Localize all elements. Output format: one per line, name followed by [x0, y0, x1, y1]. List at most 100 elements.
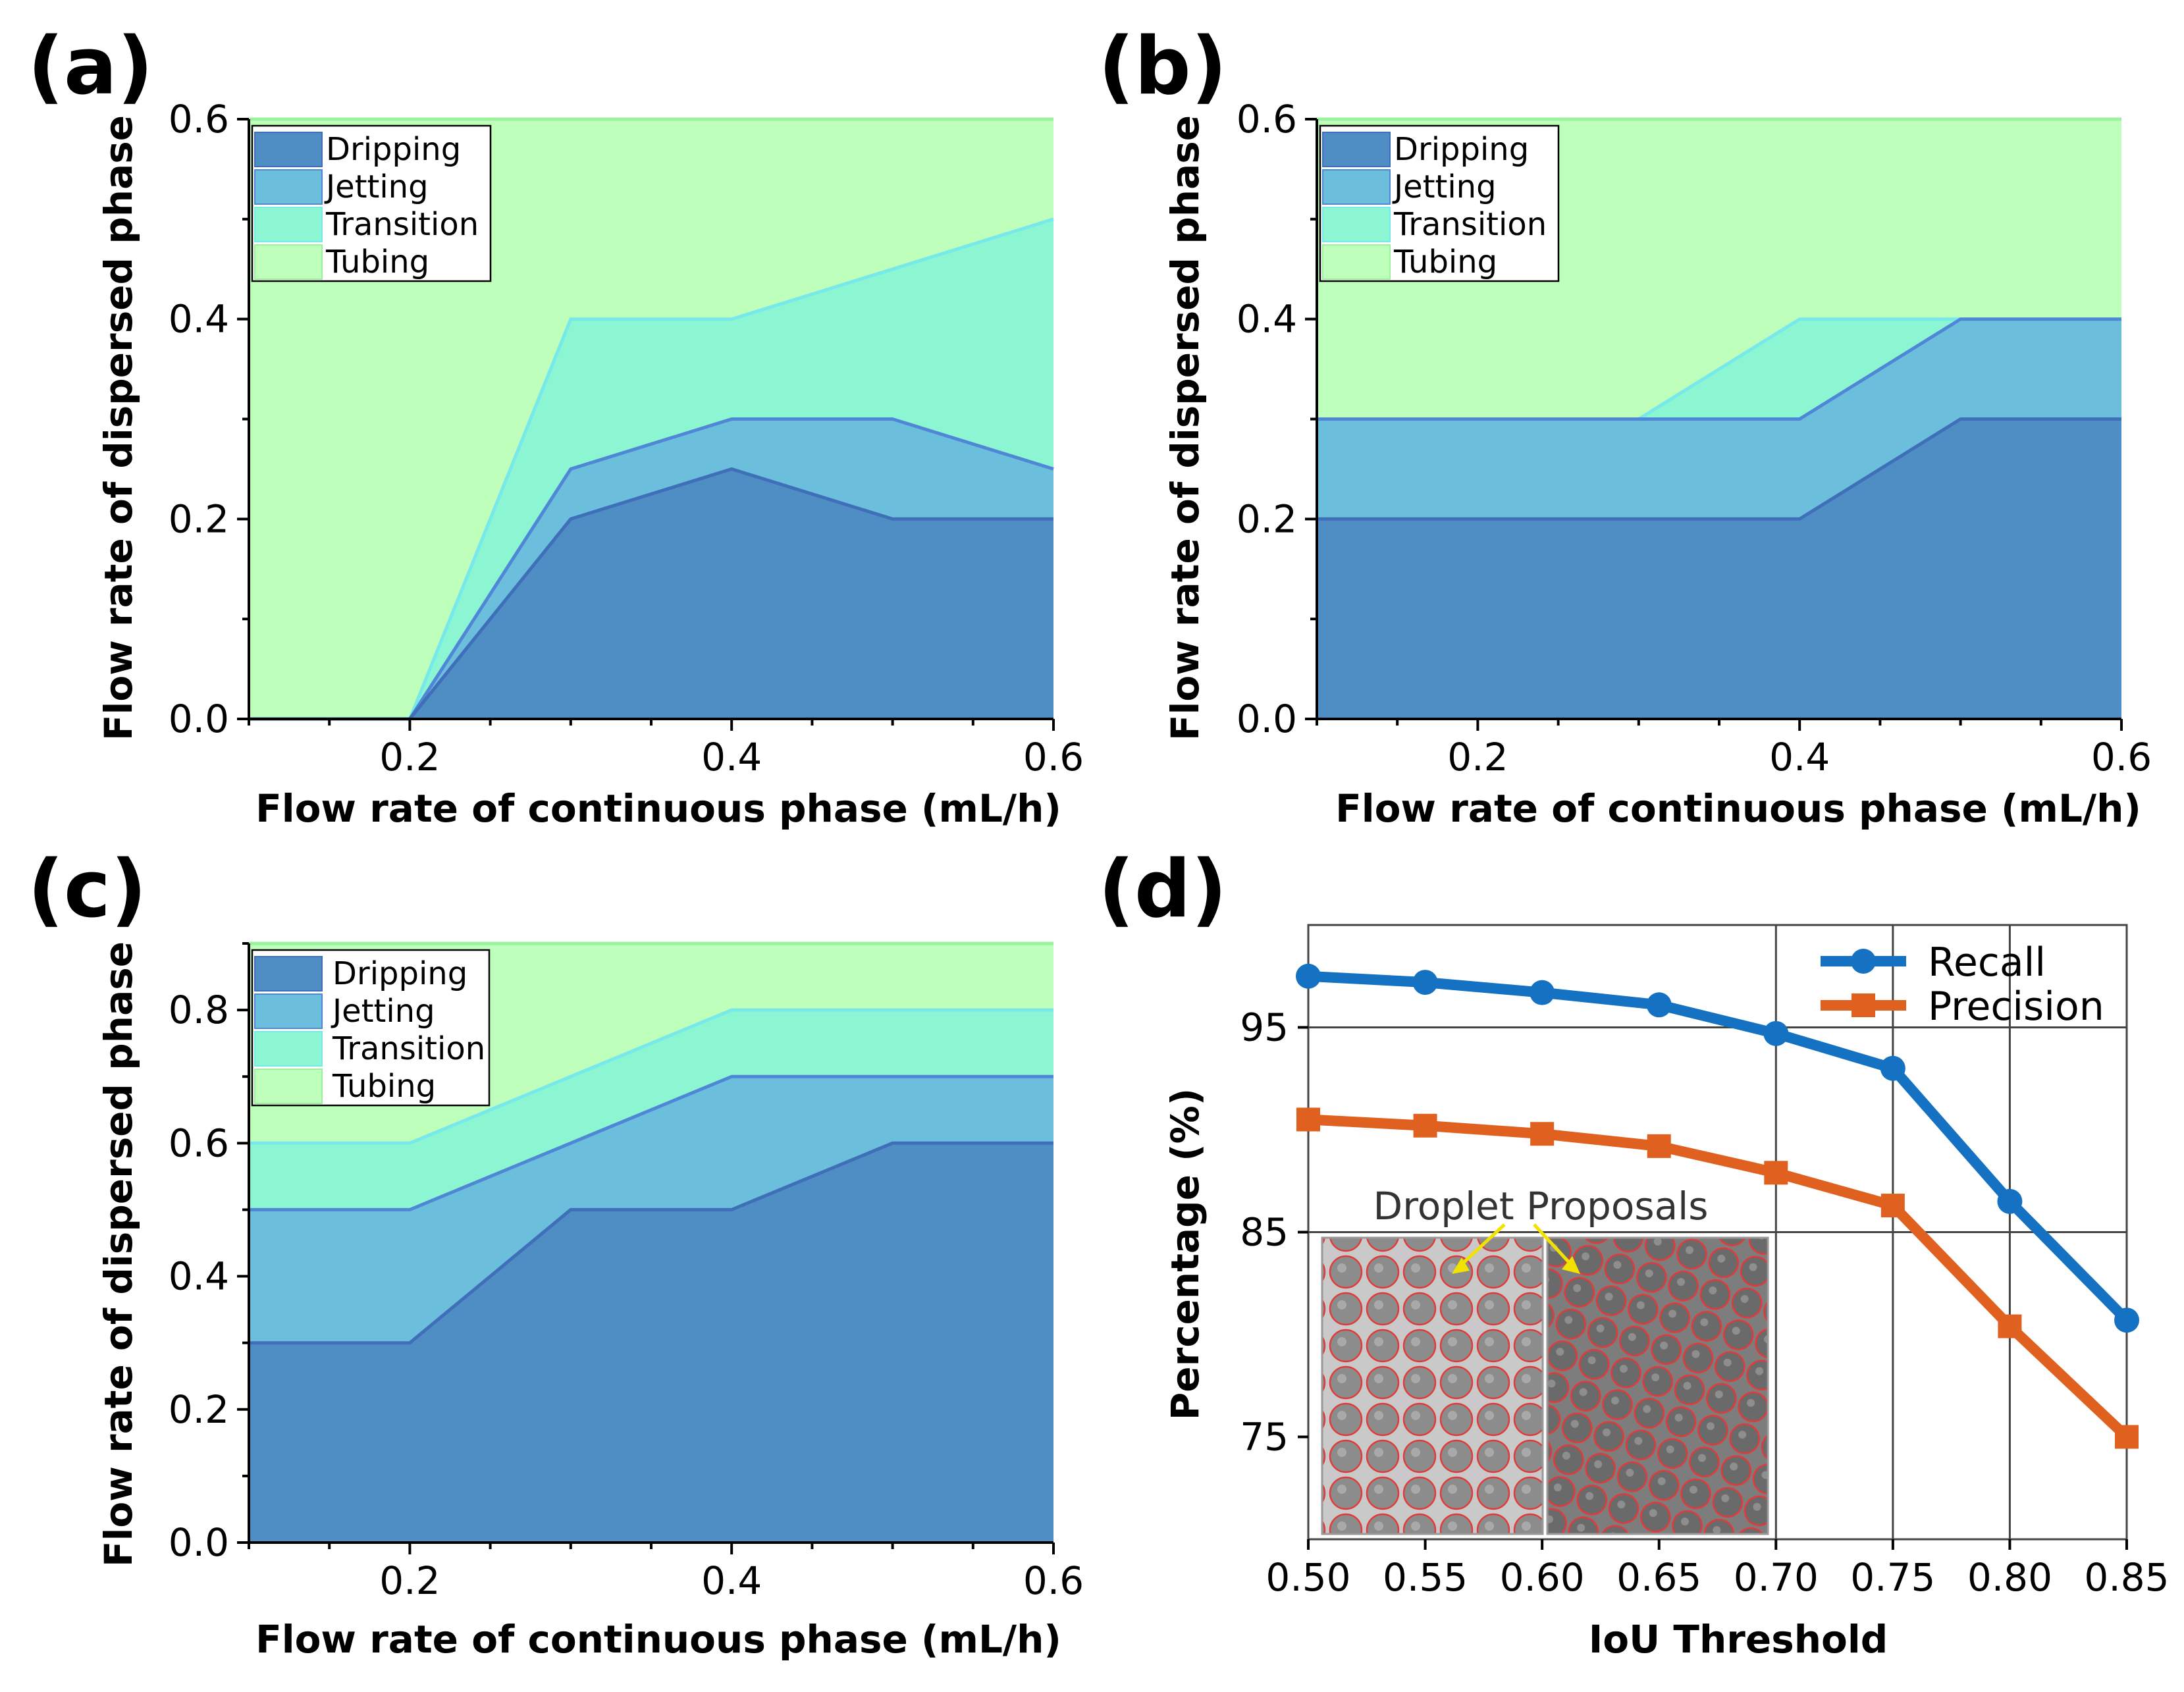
legend-swatch-dripping-b — [1322, 132, 1391, 167]
legend-swatch-jetting-a — [254, 169, 323, 205]
legend-marker-precision — [1851, 993, 1875, 1017]
area-transition-c — [249, 1010, 1053, 1210]
y-tick-label-c: 0.6 — [169, 1121, 229, 1165]
x-tick-label-d: 0.50 — [1265, 1555, 1350, 1600]
legend-label-precision: Precision — [1928, 984, 2104, 1030]
annotation-arrow-right — [1533, 1223, 1575, 1269]
legend-swatch-transition-c — [254, 1031, 323, 1067]
legend-label-jetting-c: Jetting — [331, 993, 435, 1030]
legend-swatch-tubing-b — [1322, 244, 1391, 280]
area-dripping-b — [1317, 419, 2121, 719]
legend-swatch-tubing-a — [254, 244, 323, 280]
x-tick-label-d: 0.80 — [1967, 1555, 2052, 1600]
area-edge-jetting-c — [249, 1074, 1053, 1211]
legend-label-dripping-b: Dripping — [1394, 131, 1529, 168]
marker-precision — [1880, 1194, 1905, 1218]
legend-label-dripping-a: Dripping — [326, 131, 461, 168]
annotation-arrow-left — [1457, 1223, 1506, 1269]
legend-swatch-jetting-b — [1322, 169, 1391, 205]
area-plot-b — [1317, 117, 2121, 719]
panel-label-c: (c) — [28, 844, 147, 936]
y-axis-title-c: Flow rate of dispersed phase — [96, 941, 141, 1567]
marker-recall — [1763, 1020, 1789, 1046]
marker-recall — [1997, 1188, 2023, 1214]
legend-swatch-dripping-a — [254, 132, 323, 167]
area-dripping-a — [249, 469, 1053, 719]
marker-precision — [1647, 1134, 1671, 1158]
x-tick-label-d: 0.65 — [1616, 1555, 1701, 1600]
area-dripping-c — [249, 1143, 1053, 1543]
area-jetting-c — [249, 1076, 1053, 1343]
legend-label-transition-c: Transition — [332, 1030, 485, 1067]
line-plot-d — [1296, 963, 2139, 1449]
area-transition-a — [249, 219, 1053, 719]
area-edge-dripping-b — [1317, 417, 2121, 521]
y-tick-label-d: 85 — [1240, 1210, 1289, 1255]
legend-swatch-dripping-c — [254, 956, 323, 991]
y-tick-label-d: 75 — [1240, 1415, 1289, 1460]
x-tick-label-a: 0.2 — [379, 735, 440, 780]
y-axis-d: 75 85 95 — [1240, 1005, 1308, 1460]
droplet-image-left — [1321, 1236, 1544, 1535]
y-axis-c: 0.0 0.2 0.4 0.6 0.8 — [169, 942, 250, 1565]
y-tick-label-a: 0.0 — [169, 697, 229, 741]
marker-precision — [2115, 1425, 2139, 1449]
series-line-recall — [1308, 970, 2131, 1324]
area-jetting-a — [249, 419, 1053, 719]
x-tick-label-c: 0.6 — [1023, 1558, 1084, 1603]
x-axis-d: 0.50 0.55 0.60 0.65 0.70 0.75 0.80 0.85 — [1265, 1539, 2170, 1600]
area-edge-transition-c — [249, 1008, 1053, 1145]
marker-recall — [1412, 970, 1438, 995]
x-tick-label-a: 0.6 — [1023, 735, 1084, 780]
legend-swatch-tubing-c — [254, 1069, 323, 1104]
y-axis-a: 0.0 0.2 0.4 0.6 — [169, 97, 250, 741]
y-tick-label-c: 0.2 — [169, 1387, 229, 1432]
x-axis-c: 0.2 0.4 0.6 — [248, 1541, 1084, 1603]
series-line-precision — [1308, 1114, 2131, 1441]
droplet-image-right — [1546, 1236, 1769, 1535]
x-tick-label-c: 0.4 — [701, 1558, 762, 1603]
y-axis-b: 0.0 0.2 0.4 0.6 — [1237, 97, 1318, 741]
y-tick-label-b: 0.4 — [1237, 297, 1297, 342]
y-tick-label-a: 0.2 — [169, 496, 229, 541]
x-axis-title-d: IoU Threshold — [1589, 1617, 1888, 1662]
x-axis-title-a: Flow rate of continuous phase (mL/h) — [255, 786, 1061, 831]
panel-label-d: (d) — [1098, 844, 1227, 936]
legend-swatch-transition-a — [254, 207, 323, 242]
legend-swatch-transition-b — [1322, 207, 1391, 242]
annotation-arrowhead-right — [1562, 1256, 1580, 1274]
marker-precision — [1296, 1107, 1320, 1132]
x-axis-b: 0.2 0.4 0.6 — [1316, 718, 2152, 780]
marker-recall — [1296, 963, 1321, 989]
area-edge-jetting-b — [1317, 317, 2121, 421]
marker-recall — [1646, 992, 1672, 1018]
y-tick-label-c: 0.8 — [169, 988, 229, 1032]
legend-label-jetting-a: Jetting — [324, 169, 429, 205]
x-tick-label-c: 0.2 — [379, 1558, 440, 1603]
y-axis-title-d: Percentage (%) — [1163, 1088, 1208, 1421]
marker-precision — [1998, 1314, 2022, 1338]
legend-label-tubing-b: Tubing — [1393, 244, 1497, 280]
legend-label-transition-a: Transition — [325, 206, 479, 243]
marker-precision — [1530, 1122, 1555, 1146]
x-axis-title-c: Flow rate of continuous phase (mL/h) — [255, 1617, 1061, 1662]
x-axis-a: 0.2 0.4 0.6 — [248, 718, 1084, 780]
y-axis-title-b: Flow rate of dispersed phase — [1163, 115, 1208, 741]
y-tick-label-a: 0.6 — [169, 97, 229, 142]
x-tick-label-a: 0.4 — [701, 735, 762, 780]
x-tick-label-d: 0.85 — [2084, 1555, 2169, 1600]
annotation-arrowhead-left — [1452, 1257, 1470, 1274]
y-tick-label-d: 95 — [1240, 1005, 1289, 1050]
x-tick-label-b: 0.6 — [2091, 735, 2152, 780]
y-tick-label-c: 0.0 — [169, 1520, 229, 1565]
x-tick-label-d: 0.75 — [1850, 1555, 1935, 1600]
x-axis-title-b: Flow rate of continuous phase (mL/h) — [1335, 786, 2141, 831]
